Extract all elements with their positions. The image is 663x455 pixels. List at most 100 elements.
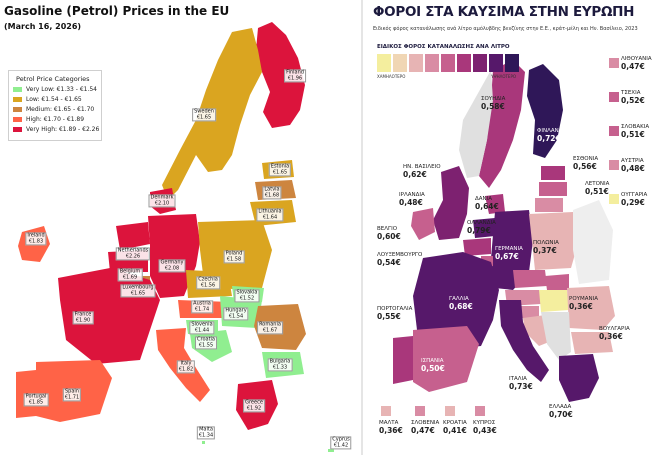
label-estonia: Estonia €1.65 [268,163,292,177]
region-norway-gr [459,70,493,178]
label-romania: Romania €1.67 [257,321,283,335]
scale-step [425,54,439,72]
region-czechia-gr [513,270,547,288]
region-italy-gr [499,300,549,382]
label-croatia: Croatia €1.55 [195,336,217,350]
price-legend: Petrol Price Categories Very Low: €1.33 … [8,70,102,141]
region-greece-gr [559,354,599,402]
legend-item-medium: Medium: €1.65 - €1.70 [13,105,94,113]
tax-bottom-croatia: ΚΡΟΑΤΙΑ 0,41€ [443,420,467,435]
left-map-panel: Gasoline (Petrol) Prices in the EU (Marc… [4,4,352,452]
label-greece: Greece €1.92 [243,399,265,413]
region-estonia-gr [541,166,565,180]
label-bulgaria: Bulgaria €1.33 [267,358,293,372]
label-italy: Italy €1.82 [176,360,196,374]
label-ireland: Ireland €1.83 [25,232,47,246]
swatch-slovenia [415,406,425,416]
label-latvia: Latvia €1.68 [262,186,282,200]
region-france-gr [413,252,499,350]
region-portugal-gr [393,336,413,384]
label-slovakia: Slovakia €1.52 [234,289,260,303]
label-czechia: Czechia €1.56 [196,276,220,290]
legend-item-very-high: Very High: €1.89 - €2.26 [13,125,99,133]
label-spain: Spain €1.71 [62,388,82,402]
region-malta [202,441,205,444]
tax-label-luxembourg: ΛΟΥΞΕΜΒΟΥΡΓΟ 0,54€ [377,252,423,267]
legend-item-high: High: €1.70 - €1.89 [13,115,84,123]
region-cyprus [328,449,334,452]
tax-bottom-malta: ΜΑΛΤΑ 0,36€ [379,420,403,435]
label-malta: Malta €1.34 [196,426,216,440]
scale-step [457,54,471,72]
region-netherlands-gr [473,218,495,238]
tax-label-estonia: ΕΣΘΟΝΙΑ 0,56€ [573,156,599,171]
label-lithuania: Lithuania €1.64 [256,208,284,222]
region-poland-gr [529,212,579,270]
tax-label-belgium: ΒΕΛΓΙΟ 0,60€ [377,226,401,241]
tax-label-latvia: ΛΕΤΟΝΙΑ 0,51€ [585,181,610,196]
region-sweden-gr [479,60,525,188]
tax-color-scale [377,54,519,72]
legend-swatch [13,96,22,102]
scale-step [505,54,519,72]
label-belgium: Belgium €1.69 [117,268,143,282]
legend-title: Petrol Price Categories [16,75,90,83]
region-bulgaria-gr [571,332,613,354]
swatch-hungary [609,194,619,204]
region-spain-gr [413,326,479,392]
tax-side-czechia: ΤΣΕΧΙΑ 0,52€ [621,90,645,105]
swatch-malta [381,406,391,416]
legend-swatch [13,106,22,112]
swatch-croatia [445,406,455,416]
tax-label-bulgaria: ΒΟΥΛΓΑΡΙΑ 0,36€ [599,326,630,341]
swatch-austria [609,160,619,170]
right-map-panel: ΦΟΡΟΙ ΣΤΑ ΚΑΥΣΙΜΑ ΣΤΗΝ ΕΥΡΩΠΗ Ειδικός φό… [363,0,663,455]
label-hungary: Hungary €1.54 [223,307,249,321]
label-slovenia: Slovenia €1.44 [189,321,215,335]
tax-label-ireland: ΙΡΛΑΝΔΙΑ 0,48€ [399,192,425,207]
left-map-date: (March 16, 2026) [4,22,82,31]
swatch-cyprus [475,406,485,416]
region-slovenia-gr [519,306,539,318]
region-slovakia-gr [545,274,569,290]
right-map-title: ΦΟΡΟΙ ΣΤΑ ΚΑΥΣΙΜΑ ΣΤΗΝ ΕΥΡΩΠΗ [373,4,635,20]
region-netherlands [116,222,150,250]
tax-side-lithuania: ΛΙΘΟΥΑΝΙΑ 0,47€ [621,56,652,71]
label-poland: Poland €1.58 [223,250,245,264]
swatch-lithuania [609,58,619,68]
tax-label-greece: ΕΛΛΑΔΑ 0,70€ [549,404,573,419]
panel-divider [361,0,363,455]
label-portugal: Portugal €1.85 [23,393,49,407]
scale-step [441,54,455,72]
label-sweden: Sweden €1.65 [192,108,216,122]
label-denmark: Denmark €2.10 [148,194,176,208]
eu-tax-map [393,60,615,402]
legend-swatch [13,126,22,132]
left-map-title: Gasoline (Petrol) Prices in the EU [4,4,230,18]
legend-item-low: Low: €1.54 - €1.65 [13,95,82,103]
legend-item-very-low: Very Low: €1.33 - €1.54 [13,85,97,93]
swatch-slovakia [609,126,619,136]
legend-swatch [13,86,22,92]
region-eastern-europe-gr [573,200,613,284]
tax-label-germany: ΓΕΡΜΑΝΙΑ 0,67€ [495,246,523,261]
region-ireland-gr [411,208,435,240]
scale-step [393,54,407,72]
region-finland [256,22,305,128]
tax-label-uk: ΗΝ. ΒΑΣΙΛΕΙΟ 0,62€ [403,164,441,179]
scale-step [489,54,503,72]
region-romania-gr [567,286,615,330]
label-austria: Austria €1.74 [191,300,213,314]
region-hungary-gr [539,290,569,312]
region-belgium-gr [463,238,491,256]
tax-label-romania: ΡΟΥΜΑΝΙΑ 0,36€ [569,296,599,311]
region-uk-gr [433,166,469,240]
label-cyprus: Cyprus €1.42 [330,436,352,450]
tax-legend-title: ΕΙΔΙΚΟΣ ΦΟΡΟΣ ΚΑΤΑΝΑΛΩΣΗΣ ΑΝΑ ΛΙΤΡΟ [377,44,510,50]
label-netherlands: Netherlands €2.26 [115,247,151,261]
scale-step [409,54,423,72]
tax-bottom-cyprus: ΚΥΠΡΟΣ 0,43€ [473,420,497,435]
tax-label-spain: ΙΣΠΑΝΙΑ 0,50€ [421,358,445,373]
tax-side-hungary: ΟΥΓΓΑΡΙΑ 0,29€ [621,192,648,207]
region-balkans-gr [541,312,571,360]
